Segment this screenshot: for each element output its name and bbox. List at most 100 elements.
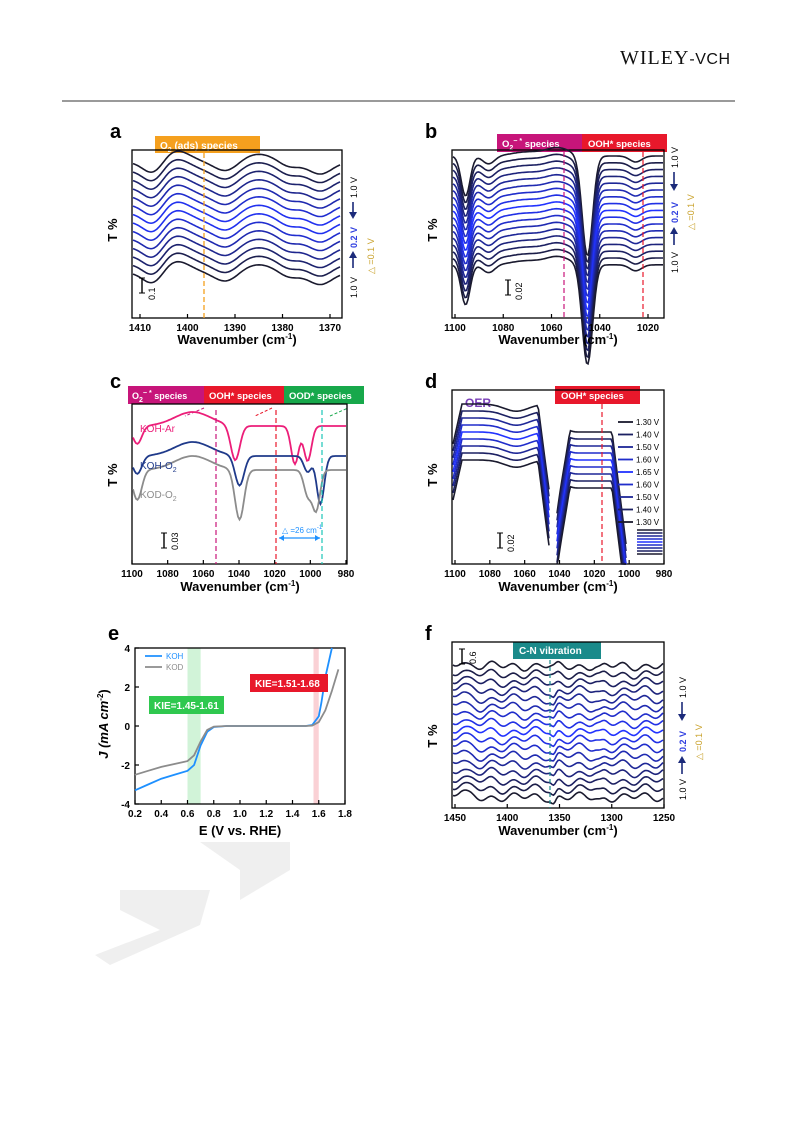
spectrum-curve [132, 218, 341, 243]
spectrum-curve [132, 175, 341, 201]
spectra-curves [452, 660, 664, 805]
spectrum-curve [556, 436, 627, 552]
scale-bar-label: 0.02 [514, 282, 524, 300]
legend-koh: KOH [166, 652, 184, 661]
spectrum-curve [452, 781, 664, 797]
publisher-main: WILEY [620, 47, 690, 69]
scale-bar [497, 532, 503, 549]
x-tick-label: 1040 [548, 569, 571, 580]
tag-ooh [582, 134, 667, 152]
svg-text:△ =0.1 V: △ =0.1 V [694, 724, 704, 760]
tag-ooh-label: OOH* species [588, 139, 651, 150]
y-axis: 4 2 0 -2 -4 [121, 644, 139, 811]
isotope-shift-arrow [279, 535, 320, 541]
x-axis: 1410 1400 1390 1380 1370 [129, 314, 342, 334]
y-axis-label: T % [425, 218, 440, 242]
x-axis: 1450 1400 1350 1300 1250 [444, 804, 676, 824]
spectrum-curve [132, 252, 341, 277]
spectrum-curve [556, 450, 627, 565]
scale-bar-label: 0.02 [506, 534, 516, 552]
spectrum-curve [452, 682, 664, 699]
spectrum-curve [452, 717, 664, 730]
x-tick-label: 1400 [176, 323, 199, 334]
spectrum-curve [452, 740, 664, 756]
oer-label: OER [465, 396, 491, 410]
spectrum-curve [452, 248, 663, 359]
scale-bar [505, 279, 511, 296]
scale-bar-label: 0.1 [147, 287, 157, 300]
x-tick-label: 1250 [653, 813, 676, 824]
y-tick-label: 4 [124, 644, 130, 655]
legend-label: 1.50 V [636, 443, 660, 452]
x-tick-label: 1060 [514, 569, 537, 580]
spectrum-curve [452, 775, 664, 787]
spectrum-curve [556, 429, 627, 545]
x-tick-label: 1.2 [259, 809, 273, 820]
x-tick-label: 980 [656, 569, 673, 580]
svg-text:1.0 V: 1.0 V [349, 177, 359, 198]
y-tick-label: 0 [124, 722, 130, 733]
spectrum-curve [132, 209, 341, 235]
x-axis: 1100 1080 1060 1040 1020 [444, 314, 660, 334]
x-tick-label: 1410 [129, 323, 152, 334]
x-tick-label: 1040 [589, 323, 612, 334]
legend-label: 1.30 V [636, 518, 660, 527]
y-tick-label: -2 [121, 761, 130, 772]
x-tick-label: 1080 [492, 323, 515, 334]
x-tick-label: 1020 [264, 569, 287, 580]
tag-superoxide-label: O2− * species [132, 390, 187, 404]
spectrum-curve [452, 187, 663, 298]
region-kie-low [187, 648, 201, 804]
spectrum-curve [452, 759, 664, 770]
y-axis-label: T % [425, 463, 440, 487]
panel-letter: c [110, 371, 121, 393]
label-koh-ar: KOH-Ar [140, 424, 176, 435]
spectrum-curve [452, 417, 550, 504]
kie-high-badge [250, 674, 328, 692]
spectrum-curve [452, 160, 663, 270]
spectrum-curve [452, 153, 663, 264]
spectrum-curve [452, 424, 550, 511]
spectra-curves [452, 146, 663, 366]
x-axis: 0.2 0.4 0.6 0.8 1.0 1.2 1.4 1.6 1.8 [128, 800, 352, 820]
scale-bar [139, 277, 145, 294]
svg-text:0.2 V: 0.2 V [349, 227, 359, 248]
x-tick-label: 1.4 [286, 809, 300, 820]
label-kod-o2: KOD-O2 [140, 490, 177, 503]
spectrum-curve [556, 478, 626, 565]
x-tick-label: 1450 [444, 813, 467, 824]
kie-low-badge [149, 696, 224, 714]
legend-label: 1.65 V [636, 468, 660, 477]
scale-bar [459, 648, 465, 665]
x-tick-label: 1080 [479, 569, 502, 580]
spectra-curves [132, 411, 346, 522]
panel-letter: f [425, 623, 432, 645]
spectrum-curve [452, 789, 664, 805]
spectrum-curve [132, 260, 341, 286]
spectrum-curve [556, 485, 626, 565]
spectrum-curve [132, 167, 341, 192]
x-tick-label: 1.0 [233, 809, 247, 820]
scale-bar-label: 0.03 [170, 532, 180, 550]
tag-ooh-label: OOH* species [561, 391, 624, 402]
svg-text:1.0 V: 1.0 V [670, 147, 680, 168]
legend-label: 1.50 V [636, 493, 660, 502]
panel-a: a O2 (ads) species T % 0.1 1410 1400 1390 1… [105, 121, 376, 347]
legend-label: 1.60 V [636, 456, 660, 465]
tag-o2-ads [155, 136, 260, 153]
spectrum-curve [452, 660, 664, 672]
spectrum-curve [452, 180, 663, 291]
spectrum-curve [132, 235, 341, 260]
panel-f: f C-N vibration T % 0.6 1450 1400 1350 1300… [425, 623, 704, 838]
panel-b: b O2− * species OOH* species T % 0.02 11… [425, 121, 696, 366]
spectrum-curve [452, 146, 663, 257]
spectrum-curve [132, 192, 341, 218]
spectrum-curve [452, 403, 550, 490]
watermark [95, 842, 290, 965]
tag-ood-label: OOD* species [289, 391, 352, 402]
spectrum-curve [452, 668, 664, 680]
panel-letter: a [110, 121, 122, 143]
spectrum-curve [452, 173, 663, 284]
x-axis-label: Wavenumber (cm-1) [498, 332, 617, 347]
legend: KOH KOD [145, 652, 184, 672]
